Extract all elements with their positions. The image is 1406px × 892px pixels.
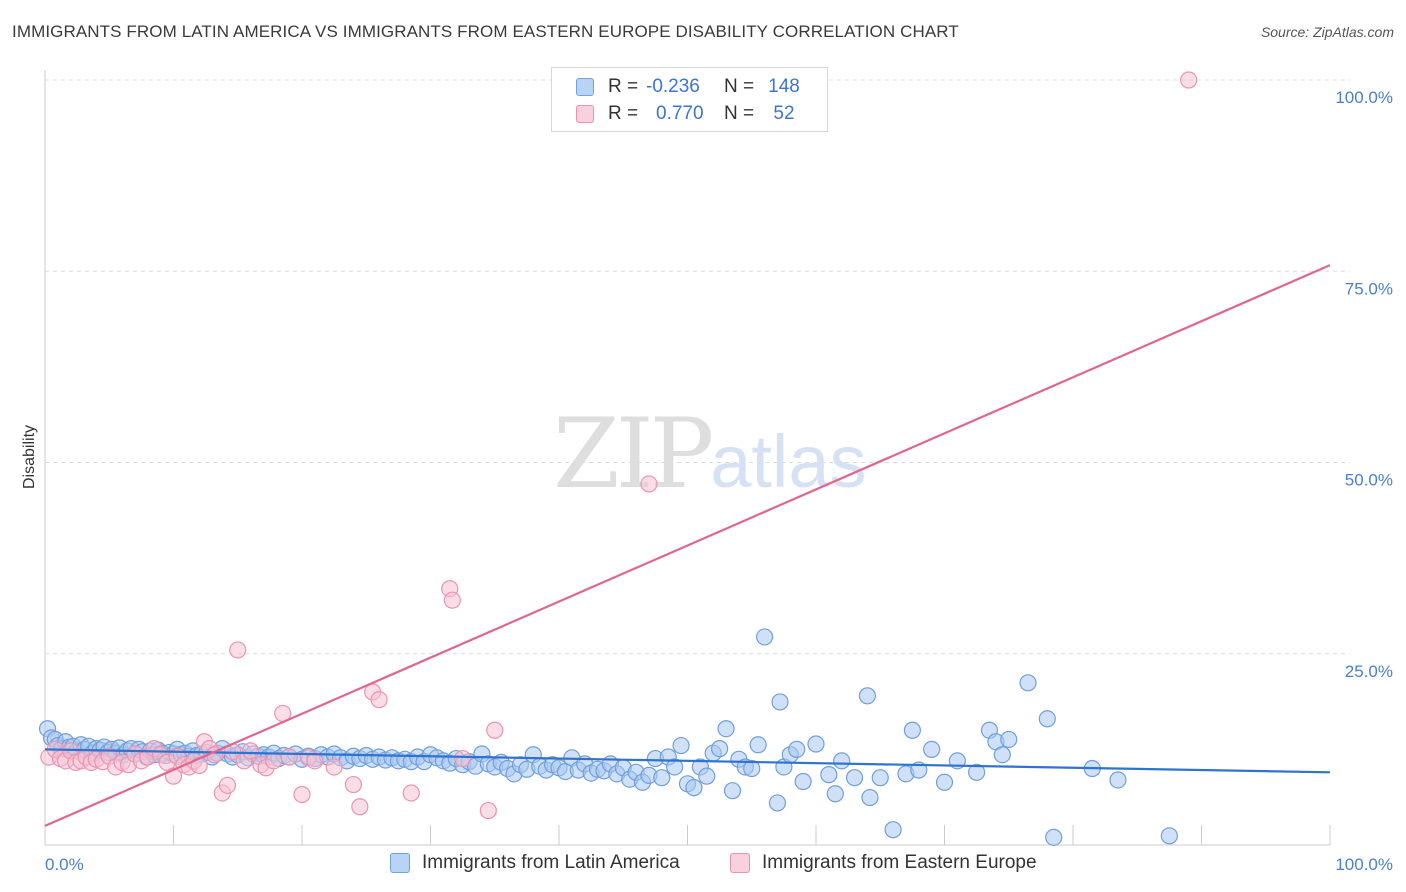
data-point-latin-america — [749, 736, 767, 754]
data-point-latin-america — [861, 788, 879, 807]
data-point-latin-america — [666, 758, 684, 776]
data-point-eastern-europe — [454, 749, 472, 768]
data-point-eastern-europe — [1180, 71, 1198, 89]
series-legend: Immigrants from Latin America Immigrants… — [0, 852, 1406, 878]
legend-item-latin-america[interactable]: Immigrants from Latin America — [390, 852, 680, 874]
data-point-latin-america — [788, 740, 806, 758]
data-point-latin-america — [1019, 674, 1037, 692]
chart-title: IMMIGRANTS FROM LATIN AMERICA VS IMMIGRA… — [12, 22, 959, 41]
data-point-latin-america — [653, 769, 671, 787]
data-point-eastern-europe — [265, 752, 283, 770]
data-point-latin-america — [807, 735, 825, 753]
data-point-latin-america — [833, 752, 851, 770]
pink-swatch-icon — [576, 105, 594, 123]
x-axis-ticks — [45, 825, 1331, 846]
r-label: R = — [608, 76, 639, 97]
legend-row-latin-america: R = -0.236 N = 148 — [576, 74, 810, 100]
trend-line-eastern-europe — [44, 264, 1331, 827]
trend-lines — [44, 264, 1331, 827]
n-value: 52 — [773, 103, 795, 124]
data-point-latin-america — [1038, 710, 1056, 728]
data-point-eastern-europe — [280, 748, 298, 766]
series-eastern-europe-points — [40, 71, 1198, 820]
data-point-latin-america — [794, 772, 812, 791]
data-point-eastern-europe — [242, 742, 260, 760]
legend-row-eastern-europe: R = 0.770 N = 52 — [576, 101, 810, 127]
data-point-eastern-europe — [479, 801, 497, 820]
data-point-latin-america — [884, 821, 902, 839]
data-point-latin-america — [698, 767, 716, 785]
legend-label: Immigrants from Eastern Europe — [762, 852, 1037, 873]
data-point-latin-america — [858, 687, 877, 705]
data-point-latin-america — [871, 769, 889, 787]
data-point-latin-america — [685, 779, 703, 797]
y-tick-label: 50.0% — [1345, 471, 1393, 490]
data-point-latin-america — [743, 759, 761, 778]
data-point-latin-america — [672, 736, 690, 755]
legend-label: Immigrants from Latin America — [422, 852, 680, 873]
r-value: -0.236 — [646, 76, 700, 97]
gridlines — [44, 70, 1350, 845]
legend-item-eastern-europe[interactable]: Immigrants from Eastern Europe — [730, 852, 1037, 874]
data-point-eastern-europe — [306, 752, 324, 770]
data-point-latin-america — [717, 720, 735, 738]
blue-swatch-icon — [390, 853, 410, 873]
data-point-eastern-europe — [325, 758, 343, 776]
data-point-latin-america — [923, 740, 941, 758]
data-point-latin-america — [723, 782, 742, 800]
data-point-latin-america — [826, 785, 844, 803]
data-point-latin-america — [935, 773, 954, 791]
data-point-latin-america — [1000, 730, 1018, 749]
data-point-latin-america — [1160, 827, 1178, 845]
data-point-latin-america — [771, 693, 789, 711]
blue-swatch-icon — [576, 78, 594, 96]
data-point-latin-america — [768, 794, 787, 812]
data-point-eastern-europe — [486, 721, 504, 739]
data-point-latin-america — [711, 740, 729, 758]
data-point-eastern-europe — [640, 475, 658, 493]
data-point-eastern-europe — [370, 691, 388, 709]
trend-line-latin-america — [44, 748, 1331, 774]
data-point-latin-america — [1109, 771, 1127, 789]
data-point-latin-america — [755, 628, 774, 646]
y-tick-label: 25.0% — [1345, 662, 1393, 681]
data-point-latin-america — [1045, 828, 1063, 846]
data-point-eastern-europe — [229, 641, 247, 659]
r-value: 0.770 — [656, 103, 704, 124]
data-point-eastern-europe — [443, 591, 461, 609]
y-axis-title: Disability — [21, 425, 38, 489]
y-tick-label: 75.0% — [1345, 279, 1393, 298]
n-value: 148 — [768, 76, 800, 97]
data-point-eastern-europe — [293, 785, 311, 804]
data-point-eastern-europe — [402, 784, 420, 802]
x-axis-tick-labels: 0.0% 100.0% — [45, 855, 1393, 874]
data-point-latin-america — [993, 746, 1011, 764]
data-point-eastern-europe — [351, 798, 369, 816]
source-label: Source: ZipAtlas.com — [1260, 24, 1394, 40]
n-label: N = — [724, 103, 755, 124]
data-point-latin-america — [820, 766, 838, 784]
pink-swatch-icon — [730, 853, 750, 873]
data-point-eastern-europe — [344, 775, 362, 794]
data-point-latin-america — [968, 763, 986, 781]
correlation-legend: R = -0.236 N = 148 R = 0.770 N = 52 — [551, 67, 828, 132]
data-point-eastern-europe — [218, 776, 237, 794]
y-tick-label: 100.0% — [1335, 88, 1393, 107]
y-axis-tick-labels: 25.0% 50.0% 75.0% 100.0% — [1335, 88, 1393, 681]
x-tick-label: 0.0% — [45, 855, 84, 874]
n-label: N = — [724, 76, 755, 97]
r-label: R = — [608, 103, 639, 124]
data-point-latin-america — [845, 769, 864, 787]
data-point-latin-america — [903, 721, 921, 739]
x-tick-label: 100.0% — [1335, 855, 1393, 874]
